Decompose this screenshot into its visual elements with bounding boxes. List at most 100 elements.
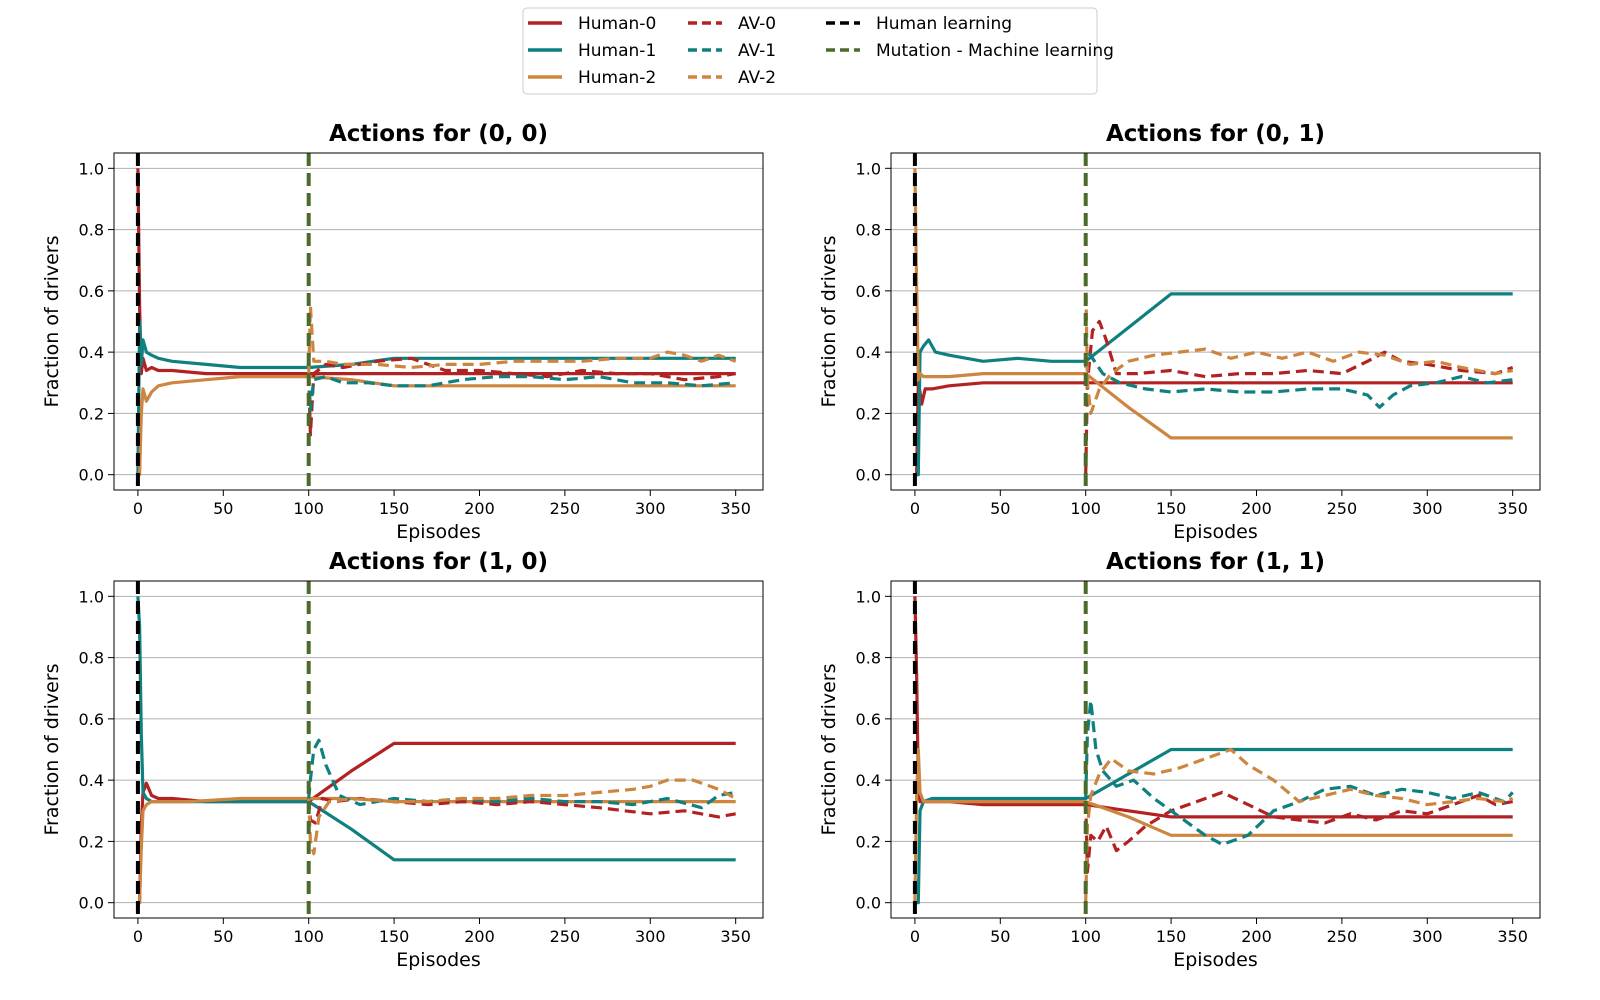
series-line-human-1 bbox=[914, 292, 1513, 477]
y-tick-label: 0.2 bbox=[79, 832, 104, 851]
x-tick-label: 300 bbox=[635, 927, 666, 946]
y-tick-label: 0.0 bbox=[856, 894, 881, 913]
series-line-human-1 bbox=[136, 596, 736, 862]
chart-title: Actions for (1, 1) bbox=[1106, 549, 1325, 575]
x-tick-label: 50 bbox=[213, 927, 233, 946]
legend: Human-0 Human-1 Human-2 AV-0 AV-1 AV-2 Human l… bbox=[522, 7, 1114, 95]
plot-frame bbox=[113, 152, 764, 491]
y-tick-label: 0.4 bbox=[79, 343, 104, 362]
series-line-av-1 bbox=[1084, 350, 1513, 409]
y-tick-label: 0.0 bbox=[79, 894, 104, 913]
x-tick-label: 150 bbox=[1156, 927, 1187, 946]
series-line-human-2 bbox=[913, 168, 1513, 440]
x-tick-label: 100 bbox=[293, 499, 324, 518]
series-line-av-1 bbox=[307, 738, 736, 810]
legend-item: Human-0 bbox=[528, 14, 656, 34]
series-line-human-2 bbox=[913, 747, 1513, 903]
y-tick-label: 0.2 bbox=[79, 404, 104, 423]
x-tick-label: 250 bbox=[1327, 499, 1358, 518]
x-tick-label: 0 bbox=[910, 927, 920, 946]
series-line-av-0 bbox=[307, 356, 736, 437]
series-line-human-0 bbox=[137, 741, 736, 905]
x-axis-label: Episodes bbox=[1173, 521, 1258, 543]
x-tick-label: 0 bbox=[133, 927, 143, 946]
series-line-av-2 bbox=[307, 778, 737, 856]
x-axis-label: Episodes bbox=[396, 949, 481, 971]
series-line-human-1 bbox=[136, 319, 736, 475]
legend-item: Mutation - Machine learning bbox=[826, 41, 1114, 61]
series-line-av-0 bbox=[307, 796, 736, 825]
chart-title: Actions for (0, 0) bbox=[329, 121, 548, 147]
y-tick-label: 0.8 bbox=[856, 221, 881, 240]
series-line-human-0 bbox=[914, 381, 1513, 477]
chart-title: Actions for (0, 1) bbox=[1106, 121, 1325, 147]
y-tick-label: 1.0 bbox=[79, 587, 104, 606]
chart-panels: 0 50 100 150 200 250 300 350 0.0 0.2 0.4 0.6 0.8 1.0 A… bbox=[41, 121, 1541, 971]
chart-panel: 0 50 100 150 200 250 300 350 0.0 0.2 0.4 0.6 0.8 1.0 A… bbox=[818, 549, 1541, 971]
y-tick-label: 0.4 bbox=[856, 343, 881, 362]
y-tick-label: 0.8 bbox=[856, 649, 881, 668]
plot-frame bbox=[113, 580, 764, 919]
y-tick-label: 0.6 bbox=[856, 710, 881, 729]
series-line-human-0 bbox=[136, 168, 736, 376]
y-tick-label: 0.6 bbox=[79, 710, 104, 729]
x-tick-label: 100 bbox=[1070, 927, 1101, 946]
legend-label: Human learning bbox=[876, 14, 1012, 34]
x-tick-label: 150 bbox=[379, 927, 410, 946]
x-tick-label: 100 bbox=[293, 927, 324, 946]
legend-label: AV-0 bbox=[738, 14, 776, 34]
y-tick-label: 0.8 bbox=[79, 649, 104, 668]
x-tick-label: 300 bbox=[635, 499, 666, 518]
x-tick-label: 50 bbox=[213, 499, 233, 518]
series-line-av-0 bbox=[1084, 790, 1513, 874]
x-tick-label: 250 bbox=[550, 927, 581, 946]
x-axis-label: Episodes bbox=[1173, 949, 1258, 971]
legend-label: Human-1 bbox=[578, 41, 656, 61]
y-axis-label: Fraction of drivers bbox=[818, 663, 840, 835]
legend-label: AV-2 bbox=[738, 68, 776, 88]
series-line-av-1 bbox=[1084, 698, 1514, 847]
x-axis-label: Episodes bbox=[396, 521, 481, 543]
legend-item: Human-1 bbox=[528, 41, 656, 61]
legend-item: Human learning bbox=[826, 14, 1012, 34]
series-line-av-0 bbox=[1084, 319, 1514, 475]
chart-panel: 0 50 100 150 200 250 300 350 0.0 0.2 0.4 0.6 0.8 1.0 A… bbox=[41, 549, 764, 971]
y-tick-label: 0.0 bbox=[79, 466, 104, 485]
y-tick-label: 0.4 bbox=[79, 771, 104, 790]
y-tick-label: 0.0 bbox=[856, 466, 881, 485]
x-tick-label: 100 bbox=[1070, 499, 1101, 518]
y-tick-label: 1.0 bbox=[856, 587, 881, 606]
x-tick-label: 50 bbox=[990, 499, 1010, 518]
y-tick-label: 1.0 bbox=[856, 159, 881, 178]
legend-label: Mutation - Machine learning bbox=[876, 41, 1114, 61]
x-tick-label: 200 bbox=[464, 499, 495, 518]
legend-label: Human-2 bbox=[578, 68, 656, 88]
legend-frame bbox=[522, 7, 1098, 95]
legend-item: Human-2 bbox=[528, 68, 656, 88]
x-tick-label: 50 bbox=[990, 927, 1010, 946]
x-tick-label: 250 bbox=[1327, 927, 1358, 946]
plot-frame bbox=[890, 152, 1541, 491]
legend-item: AV-0 bbox=[688, 14, 776, 34]
y-tick-label: 1.0 bbox=[79, 159, 104, 178]
x-tick-label: 150 bbox=[379, 499, 410, 518]
x-tick-label: 300 bbox=[1412, 499, 1443, 518]
series-line-human-1 bbox=[914, 747, 1513, 905]
y-axis-label: Fraction of drivers bbox=[818, 235, 840, 407]
x-tick-label: 350 bbox=[720, 499, 751, 518]
y-tick-label: 0.6 bbox=[79, 282, 104, 301]
x-tick-label: 250 bbox=[550, 499, 581, 518]
legend-item: AV-1 bbox=[688, 41, 776, 61]
series-line-av-2 bbox=[307, 304, 737, 374]
y-tick-label: 0.6 bbox=[856, 282, 881, 301]
x-tick-label: 0 bbox=[910, 499, 920, 518]
y-tick-label: 0.4 bbox=[856, 771, 881, 790]
y-tick-label: 0.8 bbox=[79, 221, 104, 240]
series-line-av-2 bbox=[1084, 747, 1514, 903]
y-axis-label: Fraction of drivers bbox=[41, 235, 63, 407]
legend-item: AV-2 bbox=[688, 68, 776, 88]
chart-panel: 0 50 100 150 200 250 300 350 0.0 0.2 0.4 0.6 0.8 1.0 A… bbox=[41, 121, 764, 543]
chart-panel: 0 50 100 150 200 250 300 350 0.0 0.2 0.4 0.6 0.8 1.0 A… bbox=[818, 121, 1541, 543]
y-tick-label: 0.2 bbox=[856, 404, 881, 423]
